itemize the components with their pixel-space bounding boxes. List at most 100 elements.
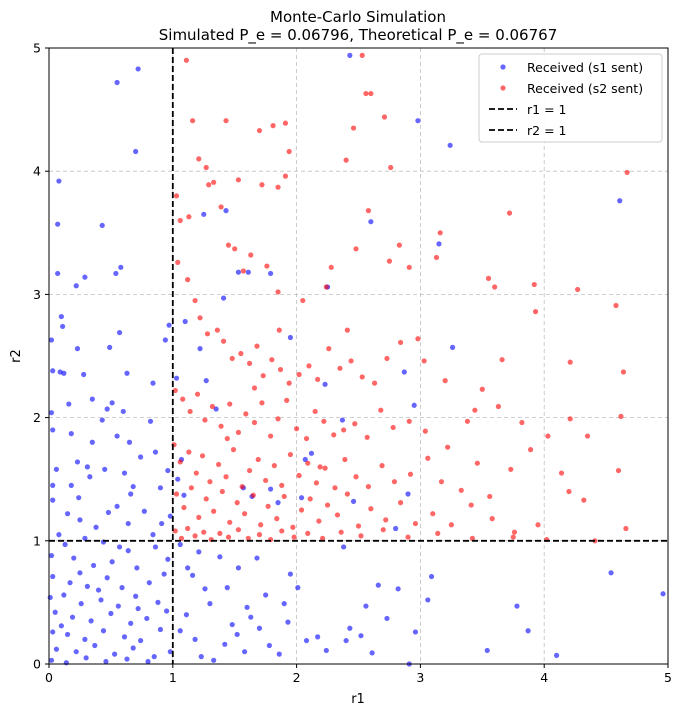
s1-point: [100, 628, 107, 634]
chart-subtitle: Simulated P_e = 0.06796, Theoretical P_e…: [159, 26, 557, 45]
s1-point: [198, 654, 204, 660]
s1-point: [268, 486, 274, 492]
s2-point: [225, 242, 232, 248]
s2-point: [296, 371, 302, 378]
s2-point: [274, 516, 280, 522]
legend-marker-s2: [500, 85, 506, 91]
s2-point: [287, 451, 294, 458]
s2-point: [358, 533, 364, 539]
s1-point: [116, 329, 123, 336]
s1-point: [64, 631, 71, 638]
s2-point: [277, 366, 284, 373]
s1-point: [114, 503, 120, 509]
s1-point: [73, 649, 79, 655]
s1-point: [82, 636, 88, 642]
y-axis-ticks: 0 1 2 3 4 5: [33, 41, 49, 672]
s1-point: [118, 264, 124, 270]
s2-point: [259, 400, 265, 406]
s2-point: [364, 434, 370, 440]
s1-point: [165, 467, 171, 474]
s2-point: [371, 380, 378, 386]
s1-point: [220, 295, 227, 301]
s1-point: [113, 270, 119, 277]
s2-point: [185, 525, 191, 532]
s1-point: [514, 603, 520, 609]
s1-point: [128, 620, 134, 626]
s1-point: [211, 657, 217, 663]
s2-point: [300, 297, 306, 304]
s1-point: [350, 498, 357, 504]
s2-point: [391, 479, 398, 485]
s1-point: [175, 476, 181, 482]
s2-point: [196, 514, 202, 520]
s2-point: [194, 391, 201, 397]
s1-point: [60, 323, 66, 330]
s1-point: [244, 604, 250, 610]
s2-point: [275, 184, 281, 190]
s2-point: [474, 460, 480, 466]
s1-point: [48, 410, 55, 416]
s1-point: [107, 344, 113, 350]
s2-point: [230, 447, 237, 453]
reference-lines: [49, 48, 668, 664]
s1-point: [185, 565, 191, 571]
s2-point: [430, 511, 436, 517]
s1-point: [125, 548, 131, 554]
s2-point: [294, 426, 300, 432]
s2-point: [338, 529, 344, 535]
s1-point: [144, 615, 150, 622]
s1-point: [50, 368, 56, 374]
s1-point: [68, 431, 74, 437]
s2-point: [255, 456, 261, 463]
s1-point: [425, 597, 431, 603]
s1-point: [401, 369, 407, 375]
s1-point: [384, 615, 390, 622]
s2-point: [192, 297, 198, 304]
s2-point: [279, 528, 285, 534]
s2-point: [448, 522, 454, 528]
s1-point: [104, 575, 110, 581]
s2-point: [246, 360, 253, 366]
s2-point: [190, 118, 196, 124]
s2-point: [197, 315, 203, 321]
s2-point: [173, 193, 180, 199]
s1-point: [77, 517, 83, 523]
s1-point: [217, 554, 223, 560]
s1-point: [82, 274, 88, 280]
s1-point: [69, 614, 76, 620]
s1-point: [58, 313, 64, 320]
s2-point: [365, 208, 372, 214]
s1-point: [412, 629, 419, 635]
s2-point: [284, 397, 290, 403]
s1-point: [81, 371, 87, 378]
s1-point: [88, 618, 94, 624]
s2-point: [381, 114, 388, 120]
s1-point: [303, 637, 310, 644]
s2-point: [211, 179, 217, 185]
x-tick-label: 1: [169, 670, 177, 685]
s1-point: [298, 495, 305, 501]
s2-point: [359, 52, 365, 58]
x-tick-label: 2: [293, 670, 301, 685]
s1-point: [115, 603, 121, 609]
s1-point: [287, 571, 294, 577]
s2-point: [276, 327, 282, 333]
s1-point: [134, 565, 140, 571]
s2-point: [353, 474, 359, 480]
s2-point: [259, 182, 265, 188]
s2-point: [282, 173, 289, 179]
s2-point: [305, 460, 311, 466]
s2-point: [438, 479, 445, 485]
s2-point: [499, 357, 505, 363]
s1-point: [222, 641, 228, 647]
s2-point: [535, 522, 541, 528]
s1-point: [78, 601, 84, 607]
x-axis-label: r1: [351, 692, 365, 707]
s2-point: [256, 532, 263, 538]
s1-point: [660, 591, 666, 597]
legend-label-s2: Received (s2 sent): [527, 81, 643, 96]
s2-point: [173, 491, 180, 497]
s1-point: [315, 634, 321, 640]
s1-point: [135, 605, 141, 612]
s2-point: [187, 408, 193, 415]
